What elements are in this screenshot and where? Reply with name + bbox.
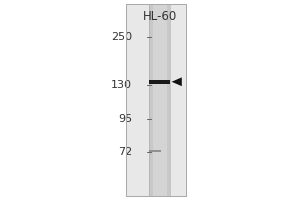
Text: 95: 95 [118, 114, 132, 124]
Bar [126, 4, 186, 196]
Bar [149, 80, 170, 84]
Text: HL-60: HL-60 [143, 10, 178, 23]
Bar [149, 4, 170, 196]
Bar [149, 150, 161, 152]
Bar [126, 4, 186, 196]
Polygon shape [172, 77, 182, 86]
Text: 72: 72 [118, 147, 132, 157]
Text: 250: 250 [111, 32, 132, 42]
Text: 130: 130 [111, 80, 132, 90]
Bar [152, 4, 167, 196]
